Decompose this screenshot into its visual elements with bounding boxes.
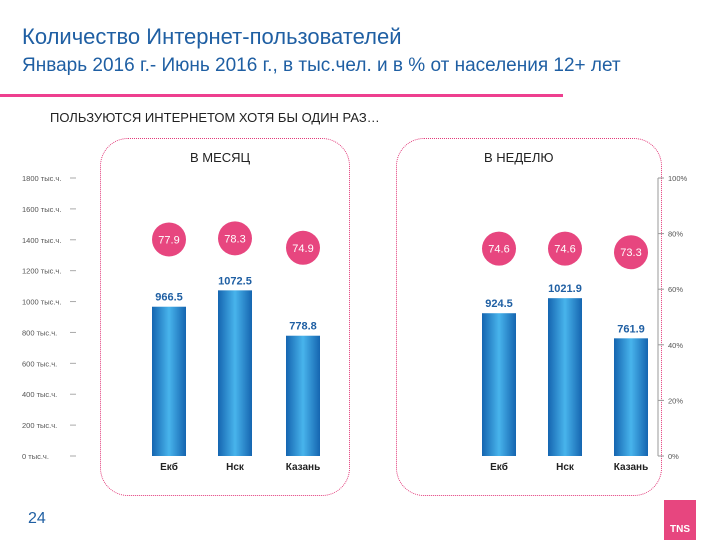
left-tick-label: 0 тыс.ч. xyxy=(22,452,49,461)
percent-label: 77.9 xyxy=(158,234,179,246)
bar xyxy=(152,306,186,456)
title-underline xyxy=(0,94,563,97)
category-label: Екб xyxy=(490,461,508,473)
right-tick-label: 60% xyxy=(668,285,683,294)
panel-month-border xyxy=(100,138,350,496)
panel-week-border xyxy=(396,138,662,496)
panel-label-week: В НЕДЕЛЮ xyxy=(484,150,554,165)
right-tick-label: 0% xyxy=(668,452,679,461)
bar xyxy=(548,298,582,456)
left-tick-label: 400 тыс.ч. xyxy=(22,390,57,399)
left-tick-label: 1400 тыс.ч. xyxy=(22,236,61,245)
percent-label: 74.9 xyxy=(292,243,313,255)
page-subtitle: Январь 2016 г.- Июнь 2016 г., в тыс.чел.… xyxy=(22,55,621,76)
percent-bubble xyxy=(218,221,252,256)
left-tick-label: 1600 тыс.ч. xyxy=(22,205,61,214)
category-label: Казань xyxy=(286,462,321,473)
bar-value-label: 1021.9 xyxy=(548,283,582,295)
left-tick-label: 200 тыс.ч. xyxy=(22,421,57,430)
bar-value-label: 778.8 xyxy=(289,321,317,333)
category-label: Нск xyxy=(556,462,575,473)
left-tick-label: 1200 тыс.ч. xyxy=(22,267,61,276)
bar xyxy=(614,338,648,456)
bar-value-label: 761.9 xyxy=(617,323,645,335)
right-tick-label: 100% xyxy=(668,174,688,183)
right-tick-label: 40% xyxy=(668,341,683,350)
bar xyxy=(218,290,252,456)
percent-label: 74.6 xyxy=(554,244,575,256)
left-tick-label: 1000 тыс.ч. xyxy=(22,298,61,307)
percent-bubble xyxy=(482,231,516,266)
bar xyxy=(286,335,320,456)
percent-bubble xyxy=(152,222,186,257)
page-title: Количество Интернет-пользователей xyxy=(22,24,402,49)
left-tick-label: 1800 тыс.ч. xyxy=(22,174,61,183)
right-tick-label: 80% xyxy=(668,230,683,239)
bar-value-label: 924.5 xyxy=(485,298,513,310)
category-label: Екб xyxy=(160,461,178,473)
bar-value-label: 966.5 xyxy=(155,292,183,304)
percent-bubble xyxy=(548,231,582,266)
percent-label: 78.3 xyxy=(224,233,245,245)
right-tick-label: 20% xyxy=(668,396,683,405)
percent-label: 73.3 xyxy=(620,247,641,259)
left-tick-label: 800 тыс.ч. xyxy=(22,328,57,337)
category-label: Казань xyxy=(614,462,649,473)
left-tick-label: 600 тыс.ч. xyxy=(22,359,57,368)
bar xyxy=(482,313,516,456)
percent-label: 74.6 xyxy=(488,244,509,256)
page-number: 24 xyxy=(28,510,46,527)
bar-value-label: 1072.5 xyxy=(218,275,252,287)
section-heading: ПОЛЬЗУЮТСЯ ИНТЕРНЕТОМ ХОТЯ БЫ ОДИН РАЗ… xyxy=(50,110,380,125)
category-label: Нск xyxy=(226,462,245,473)
tns-logo: TNS xyxy=(664,500,696,540)
panel-label-month: В МЕСЯЦ xyxy=(190,150,251,165)
percent-bubble xyxy=(286,230,320,265)
percent-bubble xyxy=(614,235,648,270)
